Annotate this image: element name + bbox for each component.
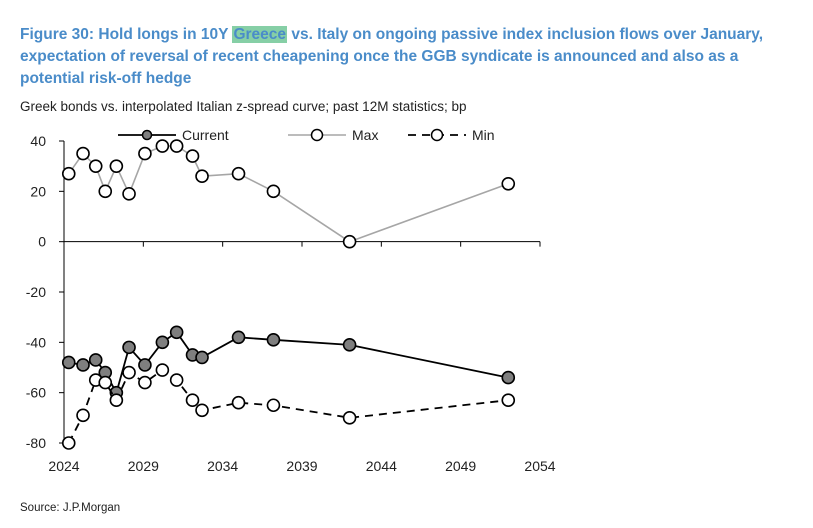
y-tick-label: -80: [26, 435, 46, 451]
y-tick-label: -40: [26, 334, 46, 350]
series-point-min: [98, 375, 113, 390]
y-tick-label: 20: [30, 183, 46, 199]
series-point-max: [61, 166, 76, 181]
series-point-current: [501, 370, 516, 385]
series-point-current: [169, 325, 184, 340]
series-point-max: [501, 176, 516, 191]
series-point-current: [266, 333, 281, 347]
series-point-max: [88, 159, 103, 173]
series-point-max: [231, 166, 246, 181]
legend-marker-current: [141, 129, 153, 141]
series-point-min: [122, 365, 136, 380]
series-point-current: [231, 330, 246, 345]
x-tick-label: 2034: [207, 458, 238, 474]
legend-marker-min: [430, 128, 444, 142]
series-point-max: [155, 139, 170, 153]
series-point-current: [155, 335, 170, 350]
series-point-max: [169, 139, 184, 153]
series-point-current: [122, 340, 136, 355]
title-highlight: Greece: [232, 26, 288, 43]
series-point-current: [61, 355, 76, 370]
series-point-max: [76, 146, 90, 161]
series-line-current: [68, 331, 509, 396]
y-tick-label: -20: [26, 284, 46, 300]
y-tick-label: -60: [26, 385, 46, 401]
series-point-min: [138, 375, 152, 390]
series-point-min: [61, 436, 76, 450]
series-point-min: [195, 403, 209, 418]
series-point-min: [501, 393, 516, 408]
series-point-current: [138, 358, 152, 372]
series-point-min: [266, 398, 281, 413]
series-point-max: [138, 146, 152, 161]
series-point-max: [109, 159, 124, 173]
title-part-2: vs. Italy on ongoing passive index inclu…: [20, 26, 764, 87]
series-point-min: [169, 373, 184, 387]
legend-label-current: Current: [182, 127, 229, 143]
chart-title: Figure 30: Hold longs in 10Y Greece vs. …: [20, 24, 800, 90]
series-point-max: [266, 184, 281, 199]
series-point-current: [88, 353, 103, 367]
series-point-max: [122, 187, 136, 201]
series-point-min: [76, 408, 90, 423]
x-tick-label: 2039: [286, 458, 317, 474]
x-tick-label: 2024: [48, 458, 79, 474]
series-point-min: [342, 411, 357, 425]
series-point-min: [155, 363, 170, 377]
series-point-current: [342, 338, 357, 352]
x-tick-label: 2049: [445, 458, 476, 474]
source-note: Source: J.P.Morgan: [20, 502, 121, 514]
x-tick-label: 2029: [128, 458, 159, 474]
series-point-max: [195, 169, 209, 184]
series-point-current: [195, 350, 209, 365]
series-point-max: [185, 149, 200, 163]
legend-label-min: Min: [472, 127, 495, 143]
series-point-current: [76, 358, 90, 372]
series-point-max: [342, 234, 357, 249]
chart-subtitle: Greek bonds vs. interpolated Italian z-s…: [20, 99, 467, 114]
y-tick-label: 0: [38, 234, 46, 250]
series-line-min: [67, 368, 509, 444]
series-point-min: [109, 393, 124, 408]
series-point-max: [98, 184, 113, 199]
title-part-1: Figure 30: Hold longs in 10Y: [20, 26, 233, 43]
series-point-min: [185, 393, 200, 408]
x-tick-label: 2044: [366, 458, 397, 474]
x-tick-label: 2054: [524, 458, 555, 474]
legend-label-max: Max: [352, 127, 378, 143]
series-point-min: [231, 395, 246, 410]
y-tick-label: 40: [30, 133, 46, 149]
legend-marker-max: [310, 128, 324, 142]
